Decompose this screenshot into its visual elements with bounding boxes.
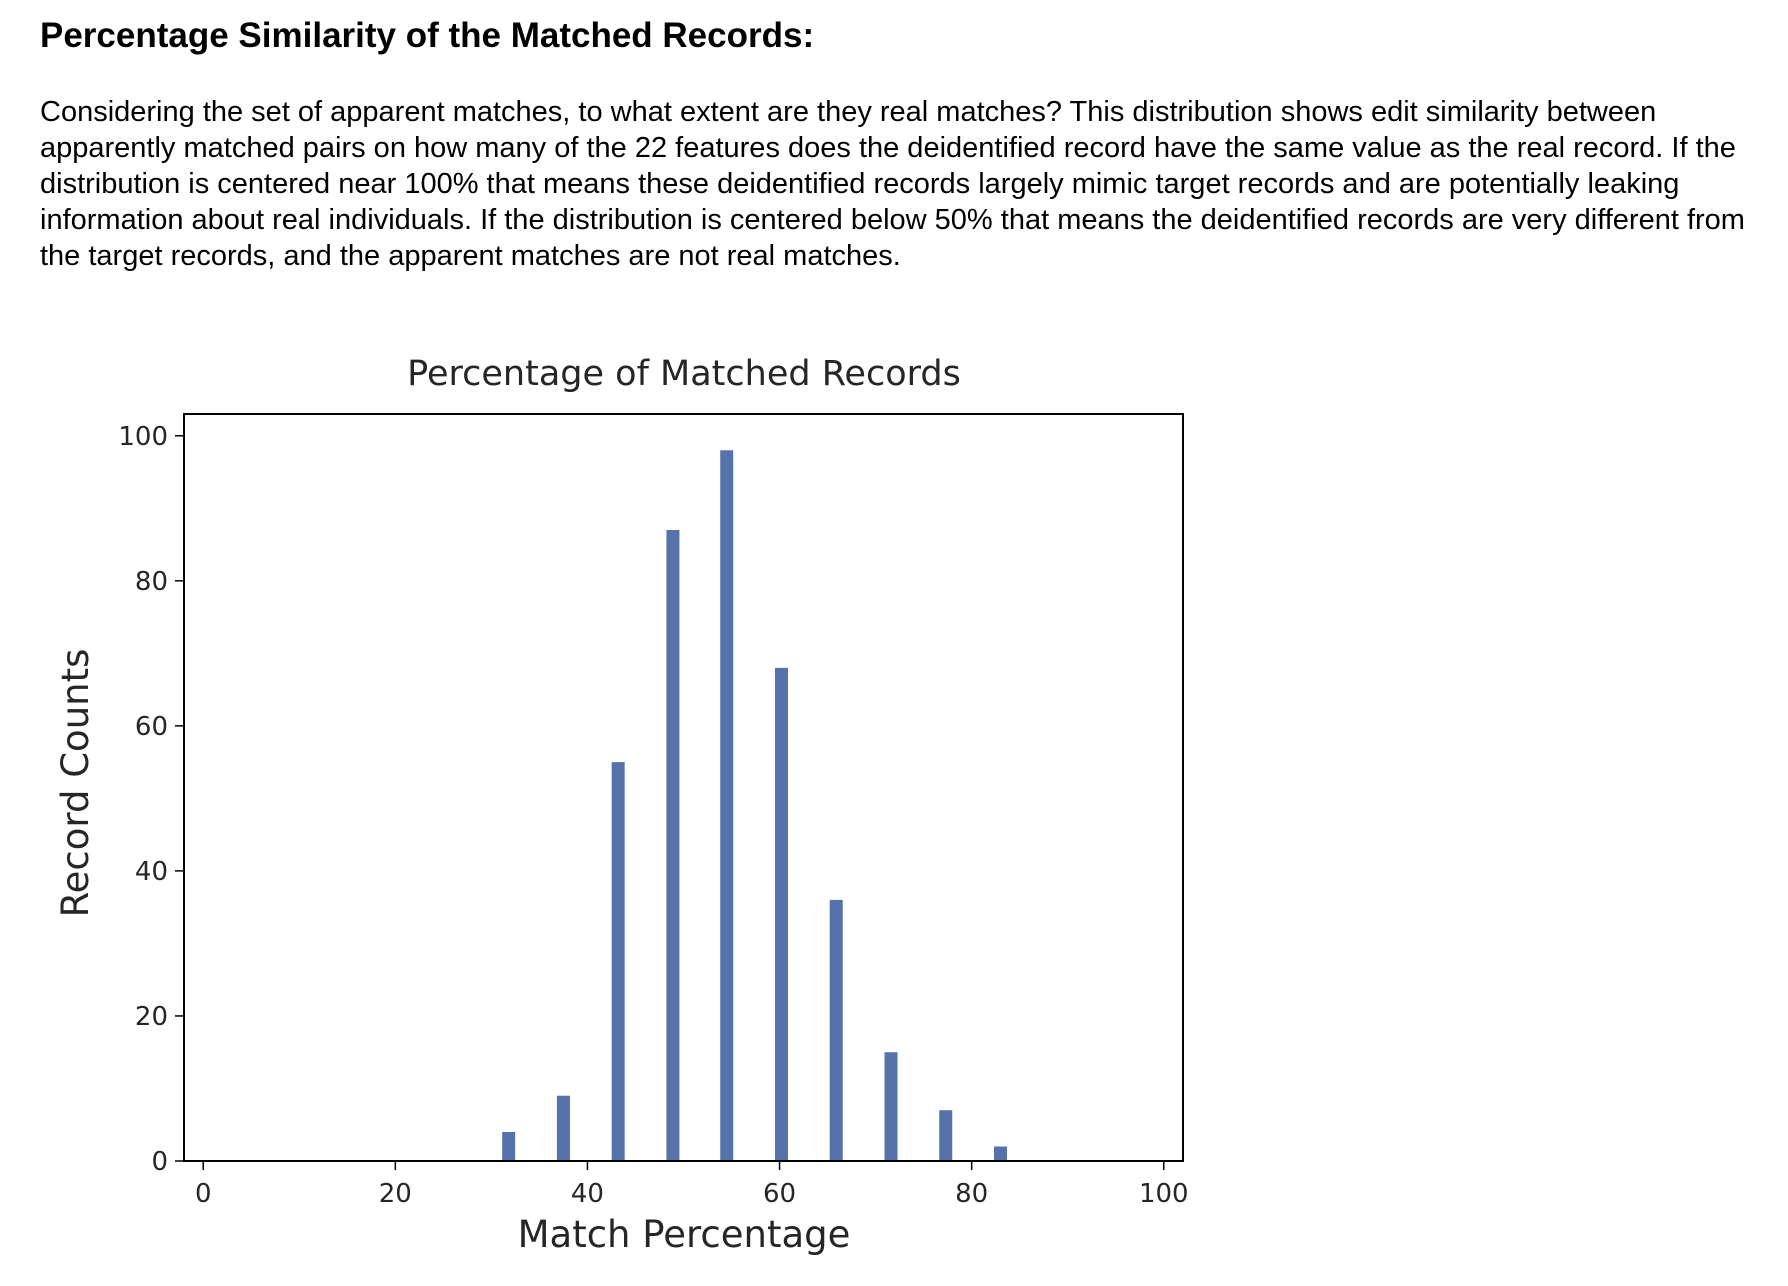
y-tick-label: 20 — [135, 1002, 168, 1032]
y-tick-label: 40 — [135, 857, 168, 887]
y-tick-label: 0 — [151, 1147, 168, 1177]
y-tick-label: 100 — [118, 422, 168, 452]
y-tick-label: 60 — [135, 712, 168, 742]
x-axis-label: Match Percentage — [518, 1213, 851, 1256]
histogram-bar — [556, 1095, 570, 1161]
histogram-bar — [502, 1131, 516, 1161]
x-tick-label: 0 — [195, 1179, 212, 1209]
y-axis-label: Record Counts — [54, 649, 97, 918]
histogram-bar — [939, 1110, 953, 1161]
x-tick-label: 40 — [571, 1179, 604, 1209]
ticks-layer: 0 20 40 60 80 100 0 20 40 60 80 100 — [118, 422, 1188, 1209]
chart-title: Percentage of Matched Records — [407, 354, 961, 394]
chart-figure: Percentage of Matched Records 0 20 40 60 80 1… — [0, 340, 1788, 1286]
histogram-bar — [884, 1052, 898, 1161]
histogram-bar — [720, 450, 734, 1161]
histogram-bar — [666, 530, 680, 1161]
x-tick-label: 60 — [763, 1179, 796, 1209]
section-description: Considering the set of apparent matches,… — [40, 96, 1745, 272]
x-tick-label: 100 — [1139, 1179, 1189, 1209]
y-tick-label: 80 — [135, 567, 168, 597]
histogram-bar — [611, 762, 625, 1161]
section-title: Percentage Similarity of the Matched Rec… — [40, 16, 815, 55]
x-tick-label: 20 — [379, 1179, 412, 1209]
histogram-chart: Percentage of Matched Records 0 20 40 60 80 1… — [54, 354, 1189, 1256]
plot-frame — [183, 413, 1184, 1162]
histogram-bar — [774, 667, 788, 1161]
x-tick-label: 80 — [955, 1179, 988, 1209]
bars-layer — [502, 450, 1007, 1161]
histogram-bar — [993, 1146, 1007, 1161]
histogram-bar — [829, 899, 843, 1161]
